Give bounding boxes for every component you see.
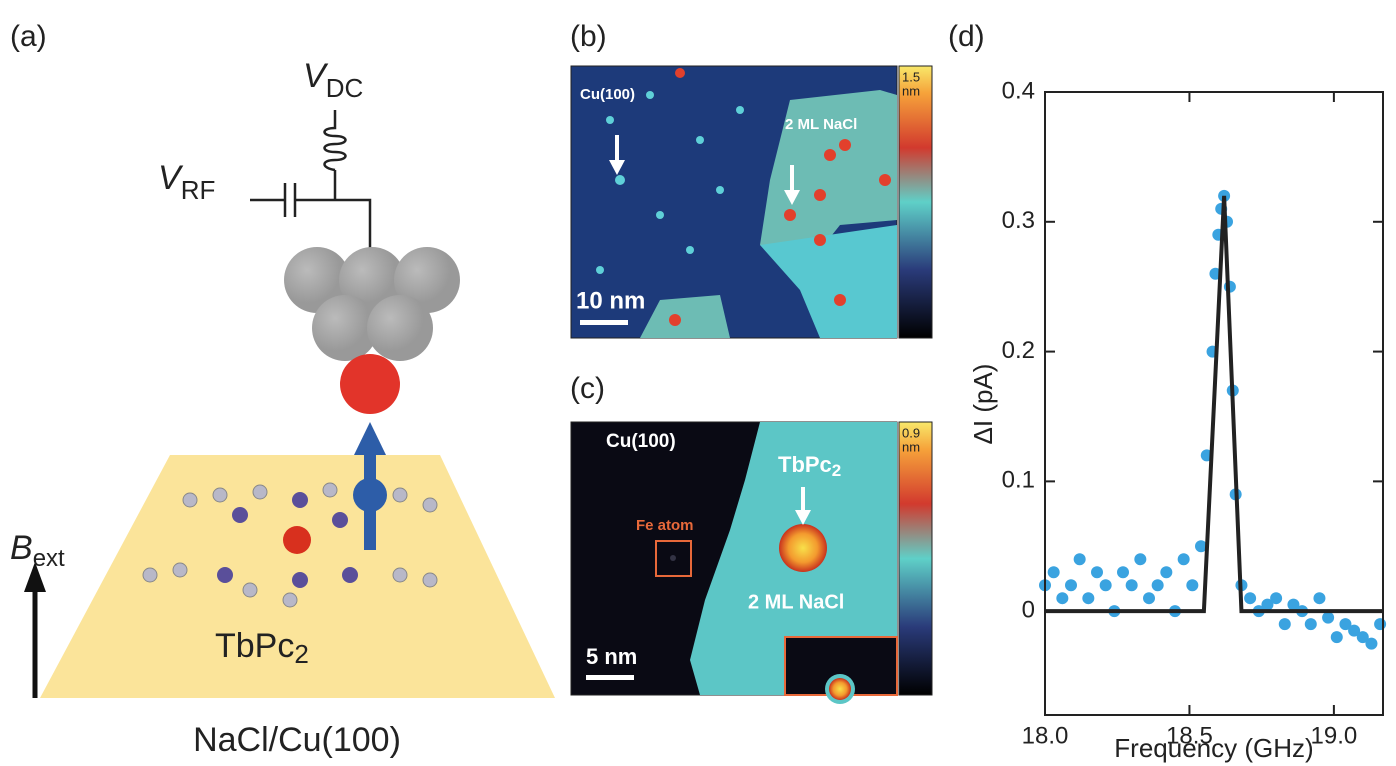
circuit: [250, 110, 372, 250]
data-point: [1134, 553, 1147, 566]
data-point: [1047, 566, 1060, 579]
x-axis-label: Frequency (GHz): [1114, 733, 1313, 763]
data-point: [1160, 566, 1173, 579]
data-point: [1313, 592, 1326, 605]
data-point: [1065, 579, 1077, 592]
colorbar: [898, 65, 933, 339]
data-point: [1143, 592, 1155, 605]
data-point: [1322, 611, 1335, 624]
data-point: [1117, 566, 1129, 579]
data-point: [1244, 592, 1257, 605]
data-point: [1287, 598, 1300, 611]
fit-line: [1045, 195, 1383, 614]
cu-label: Cu(100): [580, 86, 635, 103]
vrf-label: VRF: [158, 159, 215, 205]
x-tick-label: 19.0: [1311, 722, 1358, 749]
data-point: [1125, 579, 1138, 592]
x-tick-label: 18.0: [1022, 722, 1069, 749]
colorbar-unit: nm: [902, 439, 920, 454]
molecule-label: TbPc2: [215, 627, 309, 669]
panel-a: (a) VDC VRF Bext TbPc2 NaCl/Cu(100): [10, 20, 555, 759]
y-tick-label: 0.1: [1002, 467, 1035, 494]
vdc-label: VDC: [303, 57, 363, 103]
scale-bar-label: 10 nm: [576, 287, 645, 314]
nacl-island: [640, 295, 730, 338]
data-point: [1151, 579, 1164, 592]
panel-label: (d): [948, 20, 985, 53]
molecule-label: TbPc2: [778, 452, 841, 481]
scale-bar-label: 5 nm: [586, 644, 637, 669]
x-tick-label: 18.5: [1166, 722, 1213, 749]
data-point: [1365, 637, 1378, 650]
data-point: [1278, 618, 1291, 631]
data-point: [1330, 631, 1343, 644]
data-point: [1356, 631, 1369, 644]
data-point: [1186, 579, 1199, 592]
nacl-label: 2 ML NaCl: [785, 116, 857, 133]
substrate-label: NaCl/Cu(100): [193, 721, 401, 759]
data-point: [1261, 598, 1274, 611]
colorbar-unit: nm: [902, 83, 920, 98]
panel-label: (a): [10, 20, 47, 53]
data-point: [1177, 553, 1190, 566]
y-tick-label: 0: [1022, 597, 1035, 624]
tip-atoms: [284, 247, 460, 414]
panel-b: (b) Cu(100) 2 ML NaCl 10 nm 1.5 nm: [570, 20, 933, 339]
panel-c: (c) Cu(100) TbPc2 Fe atom 2 ML NaCl 5 nm…: [570, 372, 933, 704]
data-point: [1091, 566, 1103, 579]
nacl-island: [760, 90, 897, 250]
y-axis-label: ΔI (pA): [968, 364, 998, 445]
y-tick-label: 0.4: [1002, 77, 1035, 104]
molecule-image: [779, 524, 827, 572]
scale-bar: [580, 320, 628, 325]
y-tick-label: 0.3: [1002, 207, 1035, 234]
molecule: [142, 482, 438, 608]
data-point: [1099, 579, 1112, 592]
data-point: [1304, 618, 1317, 631]
scale-bar: [586, 675, 634, 680]
plot-frame: [1044, 91, 1384, 716]
panel-label: (b): [570, 20, 607, 53]
colorbar-max: 0.9: [902, 425, 920, 440]
data-point: [1082, 592, 1095, 605]
chart: (d) ΔI (pA) Frequency (GHz) 0 0.1 0.2 0.3 0.…: [948, 20, 1387, 763]
data-point: [1056, 592, 1069, 605]
panel-label: (c): [570, 372, 605, 405]
nacl-island: [760, 225, 897, 338]
bext-label: Bext: [10, 529, 65, 572]
data-point: [1073, 553, 1086, 566]
colorbar: [898, 421, 933, 696]
data-point: [1374, 618, 1387, 631]
data-point: [1195, 540, 1207, 553]
nacl-label: 2 ML NaCl: [748, 591, 844, 613]
fe-box: [655, 540, 692, 577]
cu-label: Cu(100): [606, 431, 676, 452]
colorbar-max: 1.5: [902, 69, 920, 84]
data-point: [1348, 624, 1361, 637]
data-point: [1339, 618, 1352, 631]
y-tick-label: 0.2: [1002, 337, 1035, 364]
fe-label: Fe atom: [636, 517, 694, 534]
data-point: [1270, 592, 1283, 605]
